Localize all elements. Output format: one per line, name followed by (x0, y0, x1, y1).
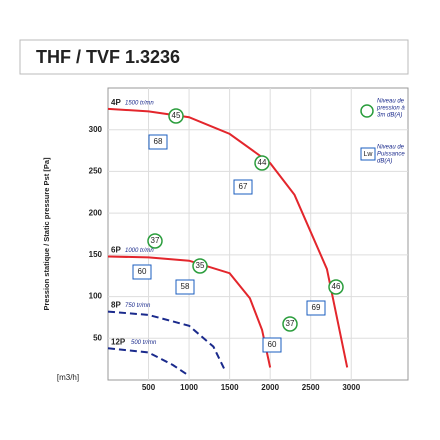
x-tick-label: 3000 (342, 383, 360, 392)
x-tick-label: 500 (142, 383, 156, 392)
pressure-level-badge (254, 155, 270, 171)
y-tick-label: 200 (89, 208, 103, 217)
power-level: 58 (181, 282, 190, 291)
series-name: 8P (111, 301, 121, 310)
legend-power-text: Puissance (377, 152, 405, 158)
legend-pressure-text: pression à (376, 106, 405, 112)
legend-power-text: dB(A) (377, 159, 392, 165)
power-level: 67 (239, 182, 248, 191)
power-level: 60 (268, 340, 277, 349)
pressure-level: 37 (151, 236, 160, 245)
pressure-level-badge (192, 258, 208, 274)
legend-pressure-text: 3m dB(A) (377, 113, 402, 119)
y-tick-label: 250 (89, 167, 103, 176)
power-level-badge (175, 279, 195, 295)
power-level-badge (233, 179, 253, 195)
pressure-level: 46 (332, 282, 341, 291)
power-level: 68 (154, 137, 163, 146)
legend-pressure-text: Niveau de (377, 99, 405, 105)
power-level-badge (132, 264, 152, 280)
x-tick-label: 1000 (180, 383, 198, 392)
power-level: 60 (138, 267, 147, 276)
legend-power-icon-text: Lw (364, 151, 374, 158)
series-name: 6P (111, 246, 121, 255)
plot-frame (107, 87, 409, 381)
series-speed: 1500 tr/mn (125, 100, 154, 106)
line-series (107, 310, 227, 373)
x-tick-label: 2000 (261, 383, 279, 392)
title-box (19, 39, 409, 75)
series-speed: 1000 tr/mn (125, 248, 154, 254)
power-level-badge (148, 134, 168, 150)
y-axis-label: Pression statique / Static pressure Pst … (42, 157, 51, 310)
legend-power-text: Niveau de (377, 145, 405, 151)
series-speed: 500 tr/mn (131, 340, 157, 346)
line-series (107, 347, 190, 377)
x-tick-label: 2500 (302, 383, 320, 392)
line-series (107, 255, 272, 368)
power-level: 69 (312, 303, 321, 312)
pressure-level-badge (282, 316, 298, 332)
line-series (107, 107, 349, 368)
series-name: 4P (111, 98, 121, 107)
legend-pressure-icon (360, 104, 374, 118)
y-tick-label: 100 (89, 292, 103, 301)
x-tick-label: 1500 (221, 383, 239, 392)
y-tick-label: 50 (93, 333, 102, 342)
x-axis-label: [m3/h] (57, 373, 79, 382)
pressure-level: 45 (172, 111, 181, 120)
pressure-level: 35 (196, 261, 205, 270)
chart-title: THF / TVF 1.3236 (36, 47, 180, 67)
pressure-level-badge (168, 108, 184, 124)
series-name: 12P (111, 337, 126, 346)
pressure-level-badge (328, 279, 344, 295)
pressure-level: 37 (286, 319, 295, 328)
legend-power-icon (360, 147, 376, 161)
pressure-level: 44 (258, 158, 267, 167)
power-level-badge (262, 337, 282, 353)
power-level-badge (306, 300, 326, 316)
y-tick-label: 300 (89, 125, 103, 134)
y-tick-label: 150 (89, 250, 103, 259)
pressure-level-badge (147, 233, 163, 249)
series-speed: 750 tr/mn (125, 303, 151, 309)
